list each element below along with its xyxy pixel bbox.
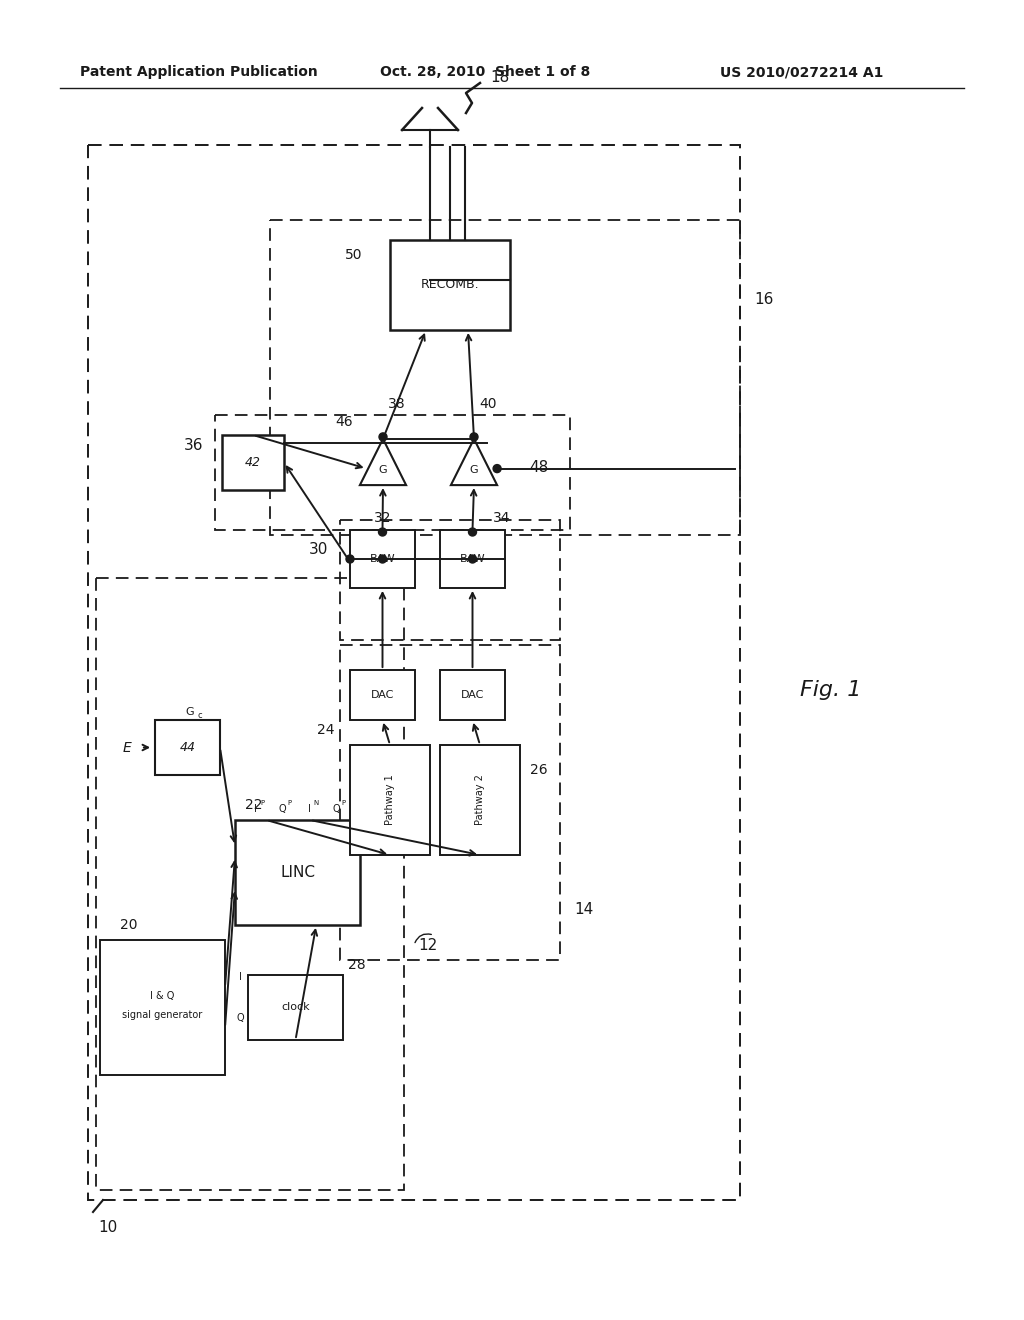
Text: Pathway 1: Pathway 1	[385, 775, 395, 825]
Bar	[234, 820, 360, 925]
Text: 34: 34	[493, 511, 510, 525]
Text: 16: 16	[754, 293, 773, 308]
Circle shape	[346, 554, 354, 564]
Text: 38: 38	[388, 397, 406, 411]
Text: 20: 20	[120, 917, 137, 932]
Text: 50: 50	[344, 248, 362, 261]
Text: c: c	[198, 711, 202, 721]
Bar	[270, 220, 740, 535]
Text: BAW: BAW	[370, 554, 395, 564]
Text: Fig. 1: Fig. 1	[800, 680, 861, 700]
Circle shape	[379, 433, 387, 441]
Text: 46: 46	[336, 414, 353, 429]
Text: P: P	[260, 800, 264, 807]
Text: RECOMB.: RECOMB.	[421, 279, 479, 292]
Text: I & Q: I & Q	[151, 990, 175, 1001]
Bar	[96, 578, 404, 1191]
Text: I: I	[254, 804, 256, 814]
Text: G: G	[470, 465, 478, 475]
Circle shape	[469, 528, 476, 536]
Circle shape	[469, 554, 476, 564]
Bar	[390, 240, 510, 330]
Text: 10: 10	[98, 1220, 118, 1236]
Bar	[100, 940, 225, 1074]
Text: US 2010/0272214 A1: US 2010/0272214 A1	[720, 65, 884, 79]
Bar	[215, 414, 570, 531]
Text: BAW: BAW	[460, 554, 485, 564]
Text: 12: 12	[418, 937, 437, 953]
Text: 40: 40	[479, 397, 497, 411]
Text: G: G	[379, 465, 387, 475]
Bar	[440, 744, 520, 855]
Text: G: G	[185, 708, 194, 717]
Text: LINC: LINC	[280, 865, 315, 880]
Text: 30: 30	[308, 543, 328, 557]
Text: 14: 14	[574, 903, 593, 917]
Text: DAC: DAC	[371, 690, 394, 700]
Circle shape	[494, 465, 501, 473]
Circle shape	[379, 554, 386, 564]
Circle shape	[379, 528, 386, 536]
Text: clock: clock	[282, 1002, 310, 1012]
Bar	[222, 436, 284, 490]
Bar	[248, 975, 343, 1040]
Bar	[350, 744, 430, 855]
Text: 24: 24	[317, 723, 335, 737]
Circle shape	[470, 433, 478, 441]
Text: DAC: DAC	[461, 690, 484, 700]
Text: P: P	[341, 800, 345, 807]
Text: 44: 44	[179, 741, 196, 754]
Bar	[88, 145, 740, 1200]
Text: Q: Q	[237, 1012, 244, 1023]
Text: 48: 48	[529, 459, 548, 474]
Text: E: E	[123, 741, 131, 755]
Text: Q: Q	[279, 804, 286, 814]
Text: Patent Application Publication: Patent Application Publication	[80, 65, 317, 79]
Text: 22: 22	[245, 799, 262, 812]
Text: I: I	[307, 804, 310, 814]
Text: 42: 42	[245, 455, 261, 469]
Text: signal generator: signal generator	[123, 1011, 203, 1020]
Bar	[340, 520, 560, 640]
Text: N: N	[313, 800, 318, 807]
Text: 36: 36	[183, 437, 203, 453]
Text: Pathway 2: Pathway 2	[475, 775, 485, 825]
Bar	[350, 671, 415, 719]
Bar	[440, 531, 505, 587]
Text: I: I	[239, 973, 242, 982]
Bar	[155, 719, 220, 775]
Text: 26: 26	[530, 763, 548, 777]
Text: 18: 18	[490, 70, 509, 86]
Text: 32: 32	[374, 511, 391, 525]
Text: 28: 28	[348, 958, 366, 972]
Bar	[340, 645, 560, 960]
Bar	[440, 671, 505, 719]
Text: P: P	[287, 800, 291, 807]
Text: Q: Q	[332, 804, 340, 814]
Text: Oct. 28, 2010  Sheet 1 of 8: Oct. 28, 2010 Sheet 1 of 8	[380, 65, 590, 79]
Bar	[350, 531, 415, 587]
